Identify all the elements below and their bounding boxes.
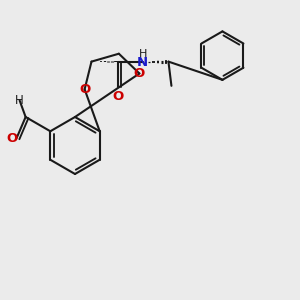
Text: O: O bbox=[112, 90, 123, 103]
Text: O: O bbox=[134, 67, 145, 80]
Text: O: O bbox=[79, 83, 90, 96]
Text: N: N bbox=[137, 56, 148, 69]
Text: H: H bbox=[139, 49, 148, 59]
Text: O: O bbox=[7, 131, 18, 145]
Text: H: H bbox=[15, 94, 24, 107]
